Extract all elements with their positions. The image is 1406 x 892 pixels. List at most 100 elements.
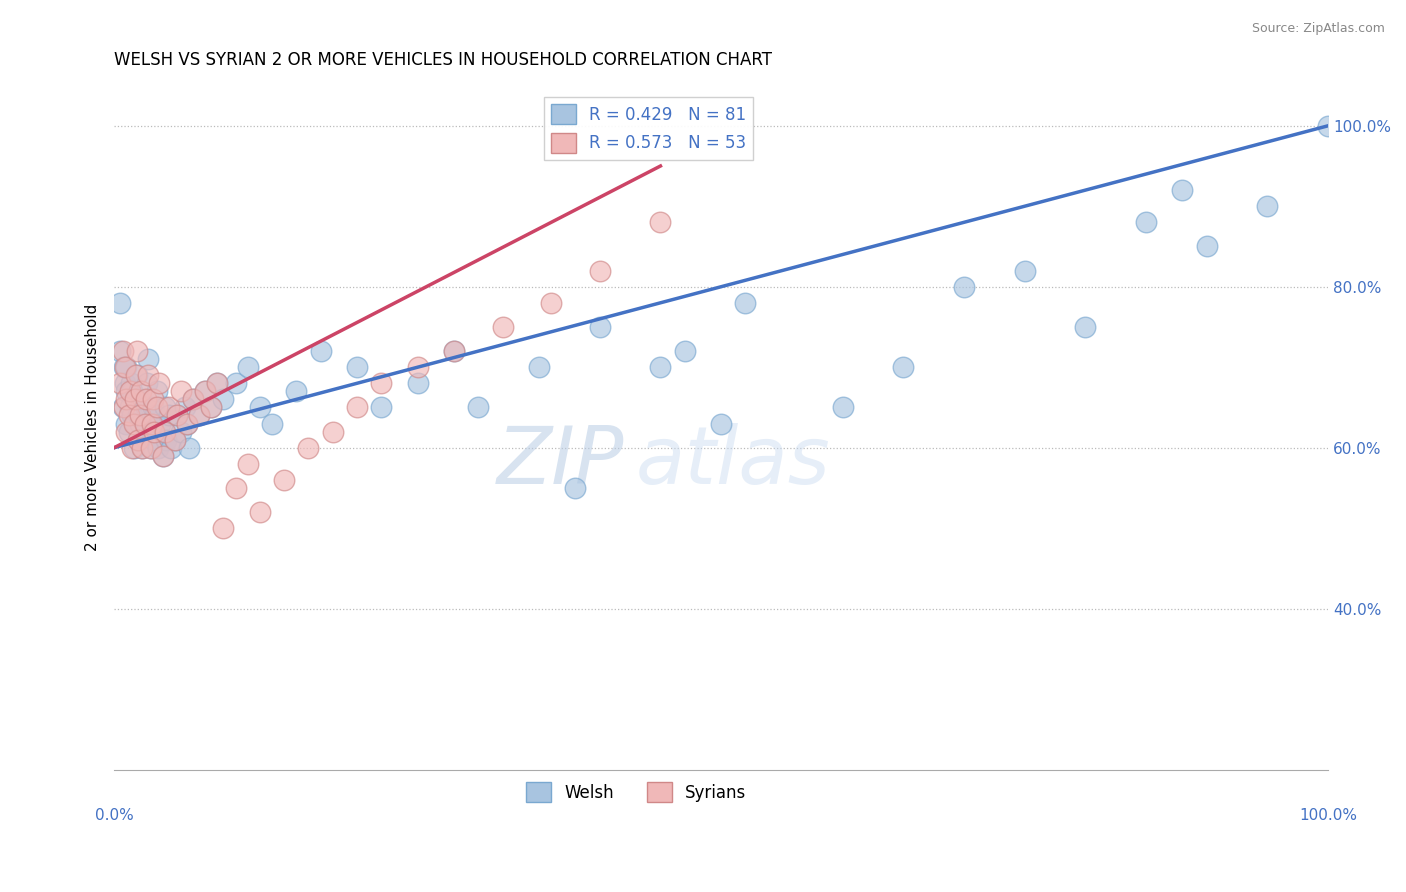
Point [139,441,162,455]
Point [170,384,193,399]
Point [127,433,149,447]
Point [115,360,138,375]
Point [127,433,149,447]
Point [131,441,153,455]
Point [114,360,136,375]
Point [181,392,204,407]
Point [1195,239,1218,253]
Point [128,409,150,423]
Point [129,392,152,407]
Point [249,401,271,415]
Point [207,376,229,391]
Point [153,401,176,415]
Point [142,392,165,407]
Point [467,401,489,415]
Point [145,384,167,399]
Point [200,401,222,415]
Point [346,401,368,415]
Point [236,457,259,471]
Point [139,417,162,431]
Point [160,441,183,455]
Point [236,360,259,375]
Point [135,392,157,407]
Point [1014,263,1036,277]
Point [225,376,247,391]
Point [406,360,429,375]
Point [125,368,148,383]
Point [734,295,756,310]
Point [118,401,141,415]
Point [1074,320,1097,334]
Point [710,417,733,431]
Point [136,368,159,383]
Y-axis label: 2 or more Vehicles in Household: 2 or more Vehicles in Household [86,304,100,551]
Point [136,352,159,367]
Point [176,417,198,431]
Point [166,409,188,423]
Point [492,320,515,334]
Point [153,425,176,439]
Point [207,376,229,391]
Point [111,344,134,359]
Point [121,441,143,455]
Point [212,392,235,407]
Point [145,401,167,415]
Point [121,384,143,399]
Point [564,481,586,495]
Point [309,344,332,359]
Point [406,376,429,391]
Point [260,417,283,431]
Point [285,384,308,399]
Point [143,433,166,447]
Point [118,409,141,423]
Point [155,433,177,447]
Text: Source: ZipAtlas.com: Source: ZipAtlas.com [1251,22,1385,36]
Point [128,417,150,431]
Point [181,392,204,407]
Point [110,376,132,391]
Point [322,425,344,439]
Point [443,344,465,359]
Point [112,360,135,375]
Point [121,409,143,423]
Point [179,441,201,455]
Point [194,384,217,399]
Point [673,344,696,359]
Point [170,425,193,439]
Point [370,376,392,391]
Point [149,417,172,431]
Point [650,360,672,375]
Point [153,425,176,439]
Point [115,425,138,439]
Point [136,376,159,391]
Point [110,344,132,359]
Point [148,376,170,391]
Point [129,384,152,399]
Point [112,401,135,415]
Point [163,433,186,447]
Point [200,401,222,415]
Point [176,417,198,431]
Point [370,401,392,415]
Point [118,425,141,439]
Point [142,401,165,415]
Point [110,295,132,310]
Point [527,360,550,375]
Point [115,417,138,431]
Point [443,344,465,359]
Point [134,417,156,431]
Point [146,441,169,455]
Point [589,320,612,334]
Point [120,376,142,391]
Point [212,521,235,535]
Point [1317,119,1340,133]
Point [194,384,217,399]
Point [124,392,146,407]
Text: 100.0%: 100.0% [1299,808,1357,823]
Point [127,344,149,359]
Point [831,401,853,415]
Point [141,417,163,431]
Point [249,505,271,519]
Point [139,441,162,455]
Point [145,409,167,423]
